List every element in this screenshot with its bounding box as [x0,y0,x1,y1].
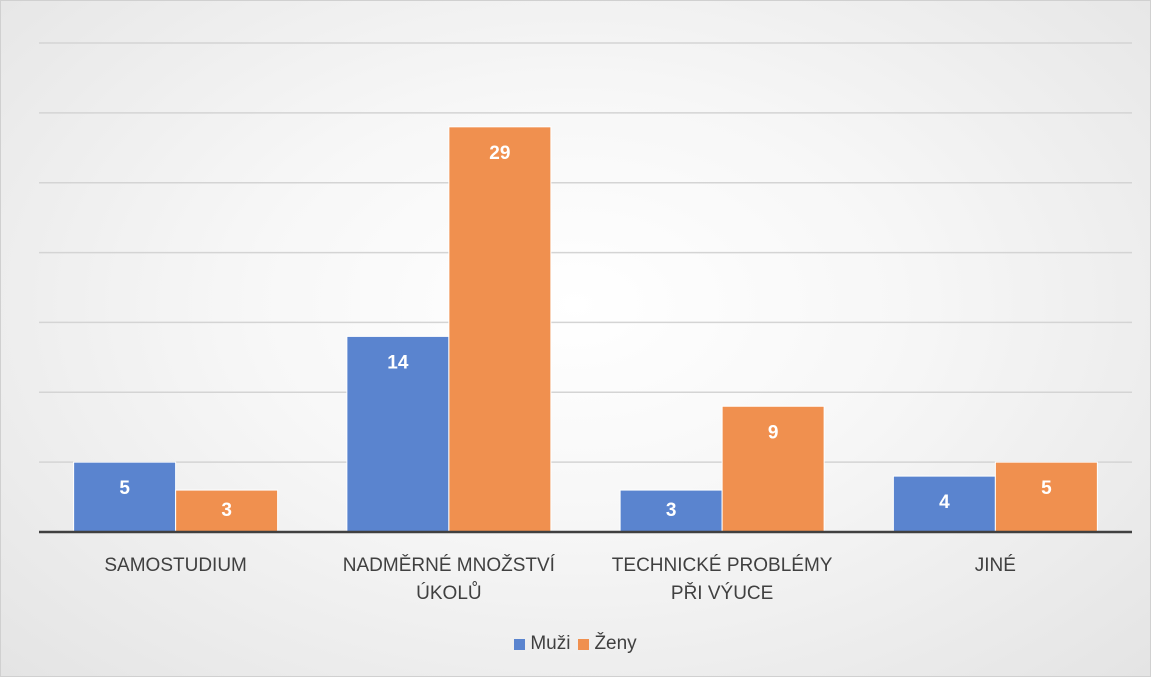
bar [346,335,450,533]
legend-label: Ženy [594,633,637,654]
data-label: 29 [489,143,510,164]
legend: Muži Ženy [1,633,1150,656]
data-label: 3 [221,500,232,521]
data-label: 3 [666,500,677,521]
data-label: 5 [1041,478,1052,499]
x-tick-label: TECHNICKÉ PROBLÉMY PŘI VÝUCE [611,555,833,604]
bar [175,489,279,533]
bar [892,475,996,533]
legend-item: Muži [514,633,570,655]
x-tick-label: SAMOSTUDIUM [104,555,247,576]
bar [73,461,177,533]
legend-label: Muži [530,633,571,654]
legend-swatch [578,638,590,650]
data-label: 14 [387,352,409,373]
bar [448,126,552,533]
legend-item: Ženy [578,633,637,655]
x-tick-label: JINÉ [974,555,1016,576]
bar [994,461,1098,533]
x-tick-label: NADMĚRNÉ MNOŽSTVÍ ÚKOLŮ [342,555,555,604]
data-label: 4 [939,492,950,513]
data-label: 5 [119,478,130,499]
data-label: 9 [768,422,779,443]
legend-swatch [514,638,526,650]
bar [721,405,825,533]
